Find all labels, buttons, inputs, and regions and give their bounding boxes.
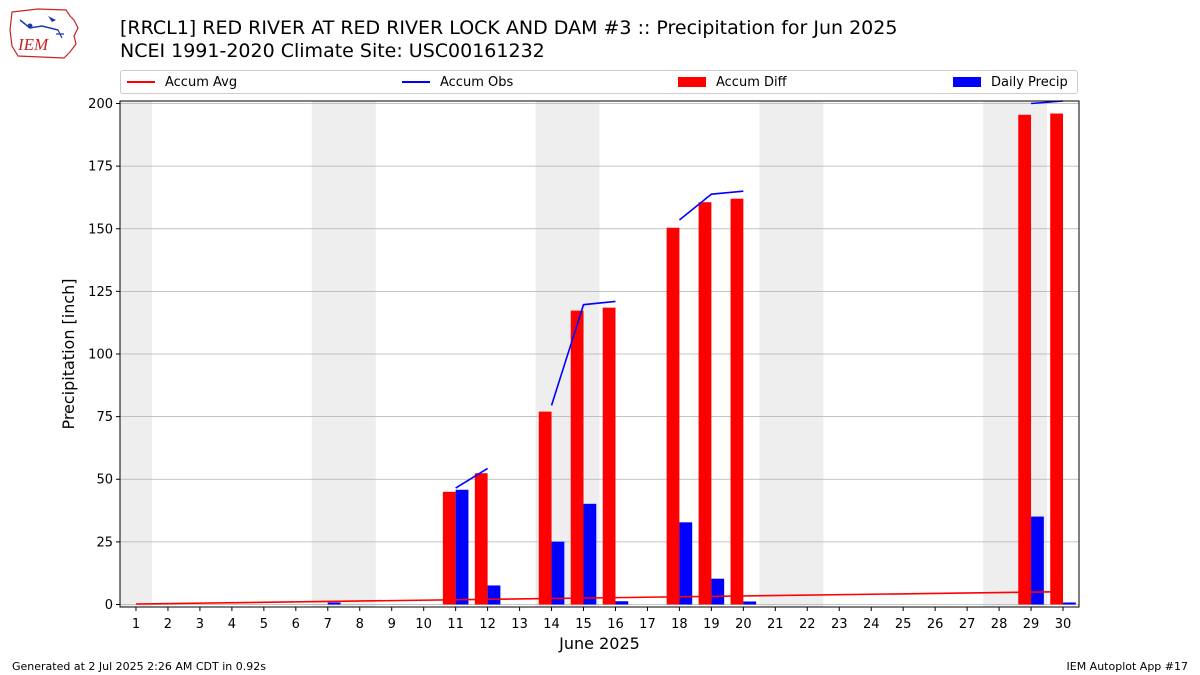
- y-tick-label: 25: [96, 535, 113, 550]
- daily-precip-bar: [487, 585, 501, 605]
- legend-label-accum-obs: Accum Obs: [440, 74, 514, 90]
- x-tick-label: 5: [260, 617, 268, 632]
- daily-precip-bar: [455, 489, 469, 605]
- generated-note: Generated at 2 Jul 2025 2:26 AM CDT in 0…: [12, 660, 266, 673]
- x-tick-label: 8: [356, 617, 364, 632]
- chart-title: [RRCL1] RED RIVER AT RED RIVER LOCK AND …: [120, 17, 898, 39]
- x-tick-label: 12: [479, 617, 496, 632]
- x-tick-label: 14: [543, 617, 560, 632]
- y-tick-label: 175: [88, 160, 113, 175]
- accum-diff-bar: [538, 411, 552, 605]
- x-tick-label: 6: [292, 617, 300, 632]
- x-tick-label: 17: [639, 617, 656, 632]
- daily-precip-bar: [1031, 516, 1044, 605]
- x-tick-label: 9: [388, 617, 396, 632]
- x-tick-label: 19: [703, 617, 720, 632]
- daily-precip-bar: [1063, 602, 1076, 605]
- y-tick-label: 50: [96, 473, 113, 488]
- legend-item-accum-diff: Accum Diff: [678, 71, 787, 93]
- legend-label-accum-avg: Accum Avg: [165, 74, 238, 90]
- y-tick-label: 0: [105, 598, 113, 613]
- accum-diff-bar: [474, 473, 488, 605]
- legend-swatch-daily-precip: [953, 77, 981, 87]
- x-tick-label: 15: [575, 617, 592, 632]
- accum-obs-line: [550, 300, 616, 406]
- accum-diff-bar: [570, 310, 584, 605]
- accum-obs-line: [678, 190, 744, 221]
- app-credit: IEM Autoplot App #17: [1066, 660, 1189, 673]
- daily-precip-bar: [615, 601, 629, 605]
- daily-precip-bar: [551, 541, 565, 605]
- accum-diff-bar: [666, 227, 680, 605]
- legend-item-accum-obs: Accum Obs: [402, 71, 513, 93]
- logo-text: IEM: [17, 35, 49, 54]
- x-tick-label: 24: [863, 617, 880, 632]
- legend-label-daily-precip: Daily Precip: [991, 74, 1068, 90]
- x-tick-label: 10: [415, 617, 432, 632]
- x-tick-label: 25: [895, 617, 912, 632]
- daily-precip-bar: [743, 601, 757, 605]
- x-tick-label: 26: [927, 617, 944, 632]
- x-tick-label: 21: [767, 617, 784, 632]
- legend-item-accum-avg: Accum Avg: [127, 71, 237, 93]
- x-tick-label: 29: [1023, 617, 1040, 632]
- x-tick-label: 2: [164, 617, 172, 632]
- legend-swatch-accum-obs: [402, 81, 430, 83]
- y-tick-label: 75: [96, 410, 113, 425]
- y-axis-label: Precipitation [inch]: [59, 278, 78, 429]
- legend-item-daily-precip: Daily Precip: [953, 71, 1068, 93]
- legend-swatch-accum-diff: [678, 77, 706, 87]
- y-tick-label: 125: [88, 285, 113, 300]
- x-tick-label: 22: [799, 617, 816, 632]
- y-tick-label: 150: [88, 222, 113, 237]
- y-tick-label: 100: [88, 348, 113, 363]
- accum-diff-bar: [1050, 113, 1064, 605]
- x-tick-label: 3: [196, 617, 204, 632]
- iem-logo: IEM: [9, 8, 79, 59]
- daily-precip-bar: [583, 503, 597, 605]
- x-tick-label: 18: [671, 617, 688, 632]
- accum-avg-line: [135, 590, 1064, 605]
- chart-subtitle: NCEI 1991-2020 Climate Site: USC00161232: [120, 40, 545, 62]
- daily-precip-bar: [327, 602, 341, 605]
- y-tick-label: 200: [88, 97, 113, 112]
- plot-frame: [119, 100, 1080, 608]
- accum-diff-bar: [698, 202, 712, 605]
- x-tick-label: 28: [991, 617, 1008, 632]
- x-axis-label: June 2025: [558, 634, 640, 653]
- x-tick-label: 4: [228, 617, 236, 632]
- x-tick-label: 20: [735, 617, 752, 632]
- x-tick-label: 7: [324, 617, 332, 632]
- accum-diff-bar: [442, 491, 456, 605]
- legend-label-accum-diff: Accum Diff: [716, 74, 787, 90]
- accum-diff-bar: [1018, 114, 1032, 605]
- x-tick-label: 30: [1055, 617, 1072, 632]
- daily-precip-bar: [711, 578, 725, 605]
- daily-precip-bar: [679, 522, 693, 605]
- accum-diff-bar: [602, 307, 616, 605]
- x-tick-label: 1: [132, 617, 140, 632]
- x-tick-label: 13: [511, 617, 528, 632]
- x-tick-label: 23: [831, 617, 848, 632]
- x-tick-label: 11: [447, 617, 464, 632]
- x-tick-label: 16: [607, 617, 624, 632]
- x-tick-label: 27: [959, 617, 976, 632]
- accum-diff-bar: [730, 198, 744, 605]
- accum-obs-line: [455, 467, 489, 489]
- legend-swatch-accum-avg: [127, 81, 155, 83]
- legend: Accum Avg Accum Obs Accum Diff Daily Pre…: [120, 70, 1078, 94]
